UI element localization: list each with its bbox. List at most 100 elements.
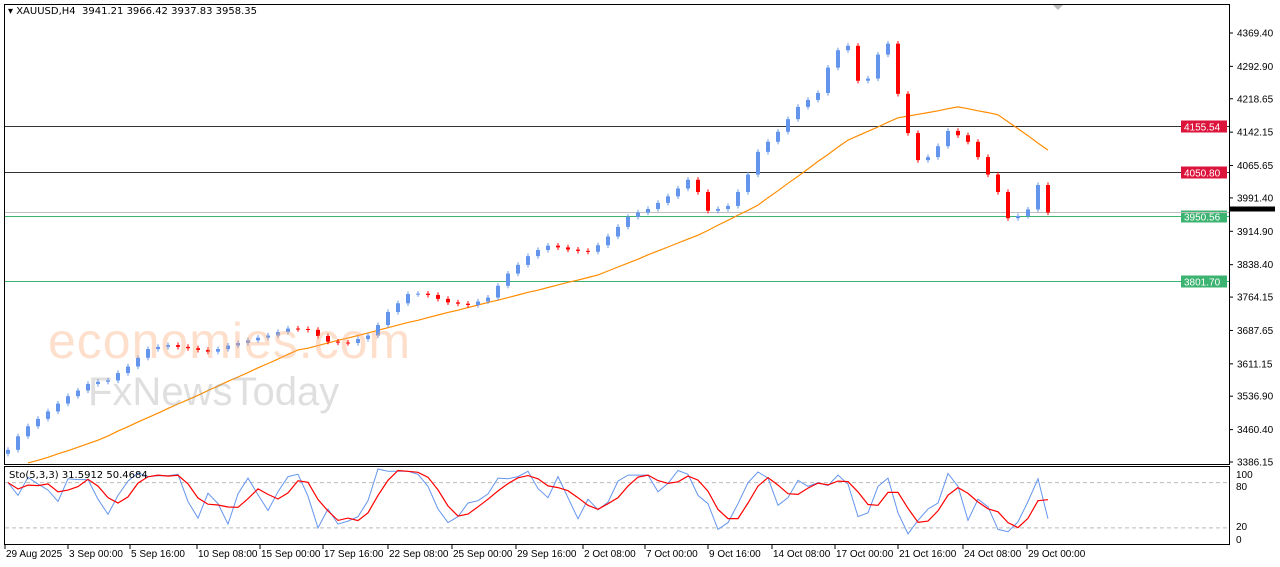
candle-body xyxy=(686,179,690,189)
price-axis-label: 4142.15 xyxy=(1237,128,1274,139)
stochastic-axis-label: 0 xyxy=(1236,535,1242,546)
resistance-level-badge xyxy=(1181,166,1227,179)
candle-body xyxy=(116,373,120,381)
candle-body xyxy=(966,135,970,142)
candle-body xyxy=(86,383,90,391)
time-axis-label: 14 Oct 08:00 xyxy=(773,549,831,560)
price-axis-label: 3914.90 xyxy=(1237,227,1274,238)
candle xyxy=(306,326,310,333)
candle xyxy=(116,370,120,384)
candle xyxy=(566,244,570,253)
candle-body xyxy=(246,340,250,343)
price-axis-label: 3536.90 xyxy=(1237,392,1274,403)
candle-body xyxy=(726,205,730,210)
candle-body xyxy=(596,245,600,252)
candle-body xyxy=(986,157,990,175)
candle xyxy=(236,340,240,349)
stochastic-axis-label: 80 xyxy=(1236,482,1248,493)
candle xyxy=(436,292,440,302)
candle xyxy=(1036,182,1040,213)
candle-body xyxy=(696,179,700,192)
candle-body xyxy=(906,93,910,134)
candle-body xyxy=(196,348,200,350)
time-axis-label: 29 Aug 2025 xyxy=(6,549,63,560)
time-axis-label: 24 Oct 08:00 xyxy=(964,549,1022,560)
candle-body xyxy=(56,403,60,412)
candle xyxy=(766,139,770,155)
candle-body xyxy=(216,349,220,352)
moving-average-line xyxy=(27,106,1049,464)
collapse-triangle-icon[interactable]: ▾ xyxy=(8,6,17,17)
candle xyxy=(36,416,40,429)
candle xyxy=(1026,206,1030,219)
price-axis-label: 4292.90 xyxy=(1237,62,1274,73)
candle xyxy=(866,75,870,84)
candle-body xyxy=(796,106,800,120)
time-axis-label: 3 Sep 00:00 xyxy=(69,549,123,560)
candle xyxy=(626,214,630,230)
price-axis-label: 4369.40 xyxy=(1237,29,1274,40)
resistance-level-badge xyxy=(1181,120,1227,133)
candle xyxy=(206,347,210,355)
stochastic-main-line xyxy=(7,468,1049,535)
candle xyxy=(806,97,810,110)
candle-body xyxy=(366,335,370,340)
candle-body xyxy=(426,293,430,295)
candle xyxy=(216,346,220,355)
candle xyxy=(836,47,840,71)
candle xyxy=(126,363,130,376)
price-axis-label: 3386.15 xyxy=(1237,457,1274,468)
candle-body xyxy=(156,346,160,350)
symbol-label: XAUUSD,H4 xyxy=(16,6,76,17)
ohlc-open: 3941.21 xyxy=(82,6,124,17)
candle xyxy=(986,154,990,178)
candle-body xyxy=(256,337,260,341)
candle-body xyxy=(516,264,520,274)
candle-body xyxy=(506,273,510,286)
candle xyxy=(456,299,460,307)
candle-body xyxy=(946,130,950,147)
candle xyxy=(166,342,170,350)
candle xyxy=(886,41,890,58)
chart-shift-marker-icon xyxy=(1053,5,1063,10)
candle-body xyxy=(1026,209,1030,216)
candle xyxy=(146,346,150,361)
candle xyxy=(916,130,920,163)
candle xyxy=(56,400,60,415)
candle xyxy=(396,300,400,315)
candle-body xyxy=(826,67,830,93)
time-axis-label: 7 Oct 00:00 xyxy=(646,549,698,560)
candle-body xyxy=(336,341,340,343)
candle xyxy=(966,132,970,145)
current-price-badge xyxy=(1230,206,1275,212)
candle xyxy=(366,332,370,342)
candle-body xyxy=(206,349,210,352)
candle xyxy=(696,177,700,195)
stochastic-label: Sto(5,3,3) 31.5912 50.4684 xyxy=(9,470,148,481)
candle-body xyxy=(396,303,400,312)
candle-body xyxy=(1006,191,1010,219)
candle-body xyxy=(476,301,480,305)
candle xyxy=(786,116,790,135)
candle xyxy=(596,242,600,255)
candle xyxy=(256,335,260,343)
candle xyxy=(776,129,780,145)
candle-body xyxy=(266,335,270,338)
candle xyxy=(106,377,110,385)
candle xyxy=(136,355,140,370)
candle-body xyxy=(876,54,880,79)
candle xyxy=(186,344,190,351)
candle-body xyxy=(766,141,770,152)
candle-body xyxy=(676,188,680,197)
candle-body xyxy=(656,202,660,210)
candle xyxy=(226,342,230,352)
candle xyxy=(196,345,200,353)
fxnewstoday-watermark: FxNewsToday xyxy=(88,370,340,414)
candle-body xyxy=(446,298,450,303)
candle xyxy=(546,243,550,253)
candle xyxy=(936,143,940,160)
candle xyxy=(356,336,360,346)
candle-body xyxy=(486,297,490,302)
candle xyxy=(556,243,560,251)
candle xyxy=(996,171,1000,195)
